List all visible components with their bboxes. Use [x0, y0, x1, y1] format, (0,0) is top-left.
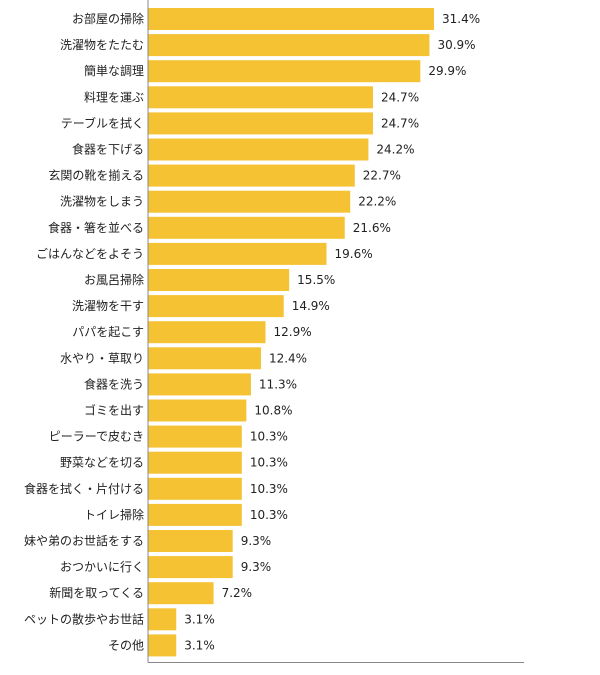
bar-24 — [148, 608, 177, 631]
bar-13 — [148, 321, 266, 344]
category-label: 料理を運ぶ — [84, 90, 144, 104]
category-label: 新聞を取ってくる — [49, 585, 144, 600]
category-label: 洗濯物をたたむ — [60, 38, 144, 52]
value-label: 7.2% — [222, 586, 253, 600]
value-label: 15.5% — [297, 273, 335, 287]
value-label: 3.1% — [184, 612, 215, 626]
value-label: 30.9% — [437, 38, 475, 52]
value-label: 24.7% — [381, 90, 419, 104]
category-label: 簡単な調理 — [84, 63, 144, 78]
value-label: 10.3% — [250, 430, 288, 444]
value-label: 19.6% — [335, 247, 373, 261]
bar-19 — [148, 477, 242, 500]
category-label: 玄関の靴を揃える — [48, 168, 144, 183]
category-label: ごはんなどをよそう — [36, 246, 144, 261]
bar-2 — [148, 34, 430, 57]
category-label: 食器を洗う — [84, 376, 144, 391]
category-label: 食器を下げる — [72, 142, 144, 157]
category-label: ペットの散歩やお世話 — [24, 611, 144, 626]
bar-8 — [148, 190, 351, 213]
bar-4 — [148, 86, 373, 109]
value-label: 14.9% — [292, 299, 330, 313]
bar-10 — [148, 242, 327, 265]
value-label: 12.4% — [269, 351, 307, 365]
bar-1 — [148, 8, 434, 30]
category-label: お部屋の掃除 — [72, 11, 144, 26]
bar-25 — [148, 634, 177, 657]
value-labels: 31.4% 30.9% 29.9% 24.7% 24.7% 24.2% 22.7% 22.2%… — [184, 12, 480, 652]
value-label: 10.3% — [250, 456, 288, 470]
bar-17 — [148, 425, 242, 448]
bar-6 — [148, 138, 369, 161]
category-label: パパを起こす — [72, 325, 144, 339]
value-label: 24.7% — [381, 116, 419, 130]
category-label: トイレ掃除 — [84, 507, 144, 522]
bar-5 — [148, 112, 373, 135]
value-label: 11.3% — [259, 377, 297, 391]
bars-group — [148, 8, 434, 657]
category-label: テーブルを拭く — [61, 115, 144, 130]
value-label: 22.7% — [363, 169, 401, 183]
value-label: 31.4% — [442, 12, 480, 26]
value-label: 3.1% — [184, 638, 215, 652]
value-label: 21.6% — [353, 221, 391, 235]
value-label: 10.3% — [250, 482, 288, 496]
category-label: 食器・箸を並べる — [48, 220, 144, 235]
bar-11 — [148, 269, 290, 291]
category-label: 洗濯物をしまう — [60, 195, 144, 209]
value-label: 29.9% — [428, 64, 466, 78]
value-label: 9.3% — [241, 534, 272, 548]
bar-3 — [148, 60, 421, 83]
category-label: 洗濯物を干す — [72, 299, 144, 313]
value-label: 22.2% — [358, 195, 396, 209]
axes-group — [147, 0, 524, 663]
category-label: ゴミを出す — [84, 403, 144, 418]
bar-15 — [148, 373, 251, 396]
category-label: ピーラーで皮むき — [49, 430, 144, 444]
bar-22 — [148, 556, 233, 579]
value-label: 10.8% — [254, 404, 292, 418]
value-label: 9.3% — [241, 560, 272, 574]
bar-21 — [148, 530, 233, 552]
bar-23 — [148, 582, 214, 605]
value-label: 10.3% — [250, 508, 288, 522]
value-label: 12.9% — [273, 325, 311, 339]
category-label: お風呂掃除 — [84, 272, 144, 287]
category-labels: お部屋の掃除洗濯物をたたむ簡単な調理料理を運ぶテーブルを拭く食器を下げる玄関の靴… — [24, 11, 144, 652]
category-label: 野菜などを切る — [60, 456, 144, 470]
bar-14 — [148, 347, 261, 370]
bar-12 — [148, 295, 284, 318]
bar-7 — [148, 164, 355, 187]
value-label: 24.2% — [376, 143, 414, 157]
bar-16 — [148, 399, 247, 422]
category-label: その他 — [108, 638, 144, 652]
category-label: 食器を拭く・片付ける — [24, 481, 144, 496]
category-label: おつかいに行く — [60, 560, 144, 574]
category-label: 水やり・草取り — [60, 351, 144, 365]
bar-9 — [148, 216, 345, 239]
bar-20 — [148, 503, 242, 526]
category-label: 妹や弟のお世話をする — [24, 533, 144, 548]
bar-18 — [148, 451, 242, 474]
